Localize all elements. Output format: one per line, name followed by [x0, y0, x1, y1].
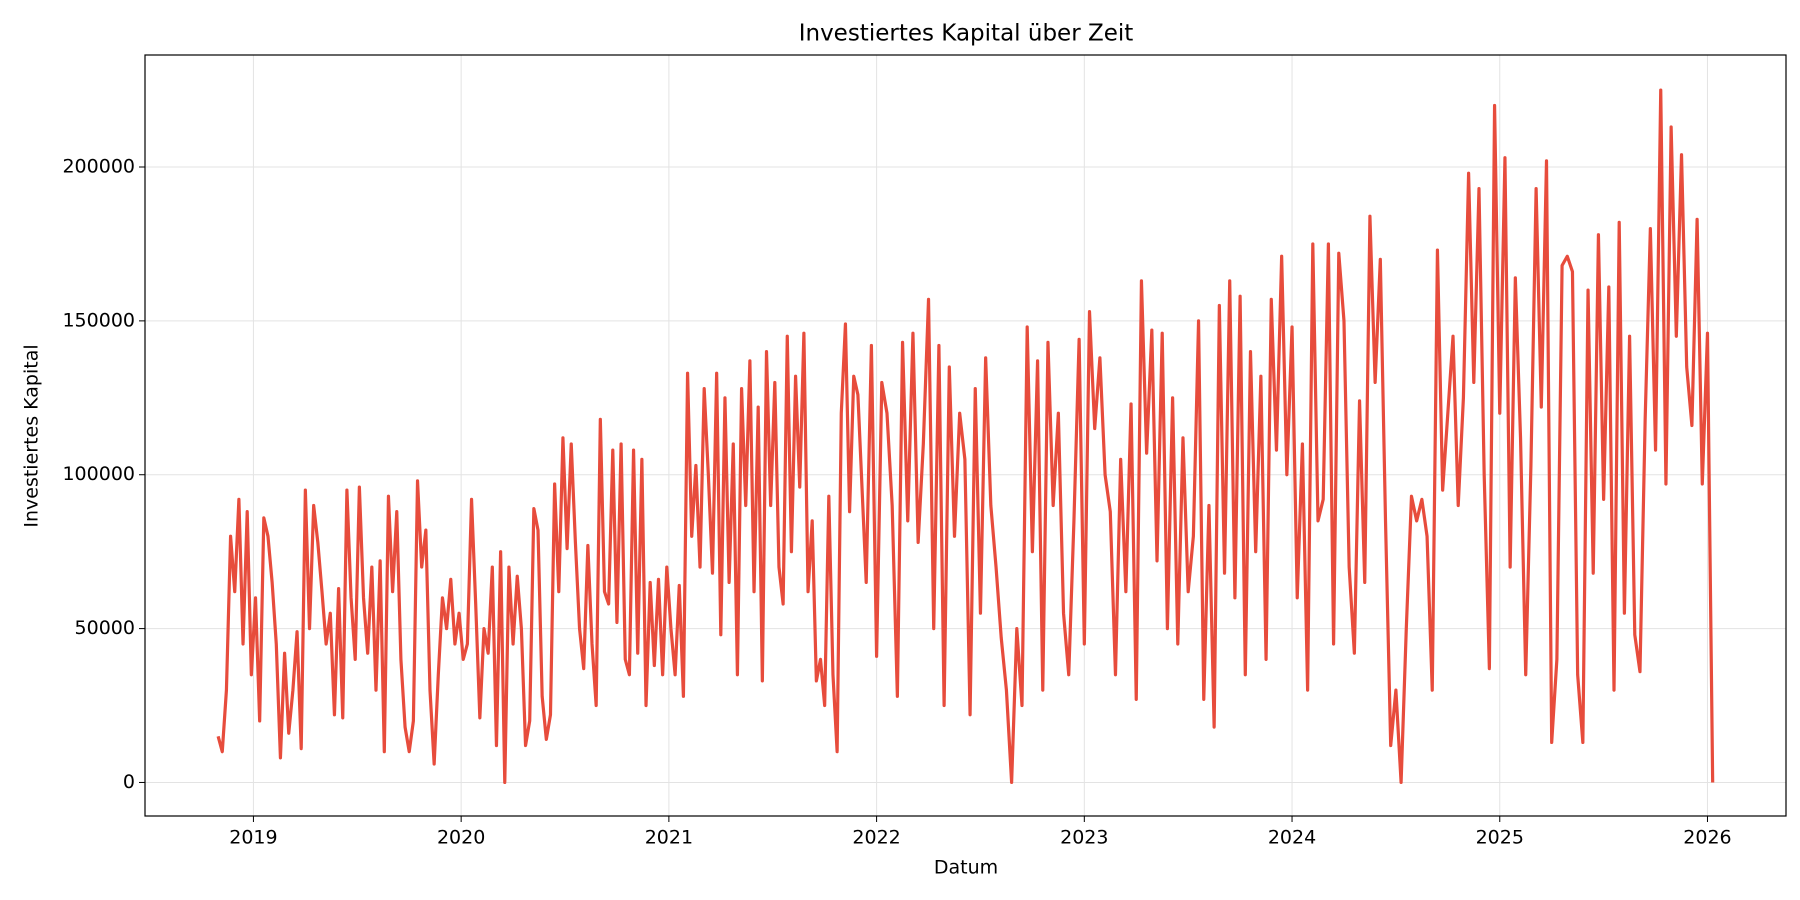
x-tick-label: 2024: [1268, 827, 1316, 849]
x-tick-label: 2026: [1683, 827, 1731, 849]
x-tick-label: 2019: [229, 827, 277, 849]
data-line: [216, 88, 1715, 785]
chart-title: Investiertes Kapital über Zeit: [799, 21, 1134, 47]
x-tick-label: 2025: [1476, 827, 1524, 849]
y-tick-label: 0: [123, 771, 135, 793]
x-tick-label: 2020: [437, 827, 485, 849]
y-axis-label: Investiertes Kapital: [21, 344, 43, 527]
plot-frame: [144, 54, 1787, 817]
x-axis-label: Datum: [934, 857, 998, 879]
y-tick-label: 150000: [62, 309, 135, 331]
y-tick-label: 50000: [75, 617, 135, 639]
x-tick-label: 2021: [645, 827, 693, 849]
y-tick-label: 200000: [62, 156, 135, 178]
x-tick-label: 2022: [852, 827, 900, 849]
x-tick-label: 2023: [1060, 827, 1108, 849]
y-tick-label: 100000: [62, 463, 135, 485]
